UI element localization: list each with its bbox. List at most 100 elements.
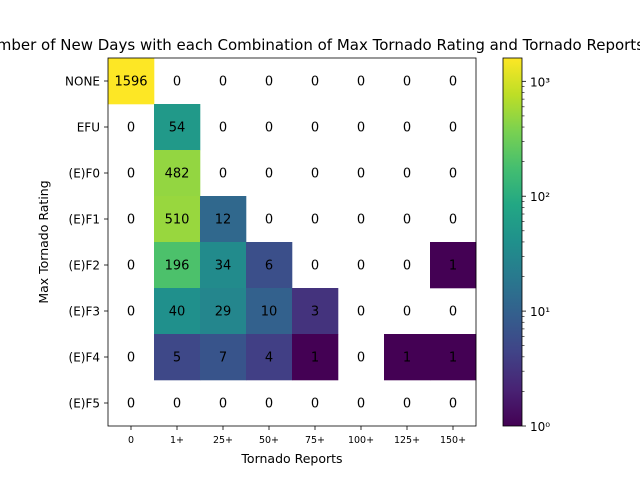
cell-value-label: 0 (357, 75, 365, 90)
cell-value-label: 0 (357, 167, 365, 182)
y-tick-label: (E)F3 (69, 305, 100, 319)
colorbar-tick-label: 10² (530, 190, 550, 204)
cell-value-label: 196 (165, 259, 190, 274)
cell-value-label: 0 (265, 213, 273, 228)
y-axis-label: Max Tornado Rating (36, 180, 51, 303)
cell-value-label: 0 (127, 397, 135, 412)
cell-value-label: 0 (311, 259, 319, 274)
heatmap-cells (108, 58, 477, 381)
colorbar (502, 57, 523, 427)
heatmap-cell (200, 196, 247, 243)
heatmap-cell (430, 334, 477, 381)
cell-value-label: 0 (403, 305, 411, 320)
x-tick-label: 75+ (305, 435, 325, 446)
heatmap-cell (200, 242, 247, 289)
cell-value-label: 0 (265, 121, 273, 136)
y-tick-label: (E)F4 (69, 351, 100, 365)
x-tick-label: 100+ (348, 435, 374, 446)
cell-value-label: 0 (127, 259, 135, 274)
cell-value-label: 0 (265, 167, 273, 182)
cell-value-label: 482 (165, 167, 190, 182)
y-axis-ticks: NONE EFU (E)F0 (E)F1 (E)F2 (E)F3 (E)F4 (E)F5 (65, 75, 108, 411)
y-tick-label: EFU (77, 121, 100, 135)
heatmap-cell (154, 196, 201, 243)
x-tick-label: 150+ (440, 435, 466, 446)
x-tick-label: 50+ (259, 435, 279, 446)
cell-value-label: 0 (219, 121, 227, 136)
cell-value-label: 54 (169, 121, 186, 136)
cell-value-label: 0 (357, 213, 365, 228)
cell-value-label: 1 (311, 351, 319, 366)
heatmap-cell (246, 288, 293, 335)
x-tick-label: 125+ (394, 435, 420, 446)
cell-value-label: 0 (357, 351, 365, 366)
cell-value-label: 0 (449, 397, 457, 412)
cell-value-label: 0 (357, 397, 365, 412)
heatmap-cell (292, 334, 339, 381)
heatmap-cell (200, 334, 247, 381)
colorbar-ticks: 10³ 10² 10¹ 10⁰ (522, 75, 550, 434)
cell-value-label: 6 (265, 259, 273, 274)
cell-value-label: 0 (403, 259, 411, 274)
cell-value-label: 0 (127, 351, 135, 366)
cell-value-label: 1596 (114, 75, 147, 90)
colorbar-tick-label: 10³ (530, 75, 550, 89)
x-axis-ticks: 0 1+ 25+ 50+ 75+ 100+ 125+ 150+ (128, 426, 466, 446)
heatmap-cell (430, 242, 477, 289)
cell-value-label: 0 (449, 75, 457, 90)
cell-value-label: 0 (357, 305, 365, 320)
cell-value-label: 0 (173, 397, 181, 412)
plot-frame (107, 57, 477, 427)
y-tick-label: (E)F2 (69, 259, 100, 273)
cell-value-label: 0 (311, 121, 319, 136)
cell-value-label: 0 (403, 75, 411, 90)
cell-value-label: 0 (449, 305, 457, 320)
cell-value-label: 0 (127, 305, 135, 320)
heatmap-cell (154, 104, 201, 151)
cell-value-label: 0 (311, 213, 319, 228)
cell-value-label: 0 (403, 121, 411, 136)
cell-value-label: 0 (403, 167, 411, 182)
cell-value-label: 0 (403, 397, 411, 412)
cell-value-label: 0 (219, 75, 227, 90)
cell-value-label: 0 (173, 75, 181, 90)
y-tick-label: (E)F1 (69, 213, 100, 227)
cell-value-label: 0 (265, 75, 273, 90)
x-axis-label: Tornado Reports (240, 451, 342, 466)
heatmap-cell-labels: 1596 0 0 0 0 0 0 0 0 54 0 0 0 0 0 0 0 482 0 0 0 0 0 0 0 510 12 0 0 0 0… (114, 75, 457, 412)
heatmap-cell (200, 288, 247, 335)
cell-value-label: 0 (127, 167, 135, 182)
cell-value-label: 0 (449, 213, 457, 228)
cell-value-label: 12 (215, 213, 232, 228)
heatmap-cell (154, 334, 201, 381)
cell-value-label: 7 (219, 351, 227, 366)
heatmap-cell (246, 242, 293, 289)
cell-value-label: 40 (169, 305, 186, 320)
cell-value-label: 0 (449, 121, 457, 136)
y-tick-label: NONE (65, 75, 100, 89)
cell-value-label: 1 (449, 259, 457, 274)
y-tick-label: (E)F0 (69, 167, 100, 181)
cell-value-label: 0 (357, 121, 365, 136)
cell-value-label: 34 (215, 259, 232, 274)
cell-value-label: 0 (219, 397, 227, 412)
cell-value-label: 0 (265, 397, 273, 412)
cell-value-label: 0 (219, 167, 227, 182)
colorbar-tick-label: 10¹ (530, 305, 550, 319)
heatmap-cell (384, 334, 431, 381)
cell-value-label: 0 (311, 75, 319, 90)
x-tick-label: 0 (128, 435, 134, 446)
heatmap-cell (292, 288, 339, 335)
cell-value-label: 0 (127, 121, 135, 136)
cell-value-label: 1 (449, 351, 457, 366)
heatmap-cell (246, 334, 293, 381)
cell-value-label: 0 (127, 213, 135, 228)
heatmap-cell (154, 242, 201, 289)
cell-value-label: 29 (215, 305, 232, 320)
cell-value-label: 0 (449, 167, 457, 182)
cell-value-label: 1 (403, 351, 411, 366)
cell-value-label: 4 (265, 351, 273, 366)
x-tick-label: 1+ (170, 435, 184, 446)
cell-value-label: 510 (165, 213, 190, 228)
